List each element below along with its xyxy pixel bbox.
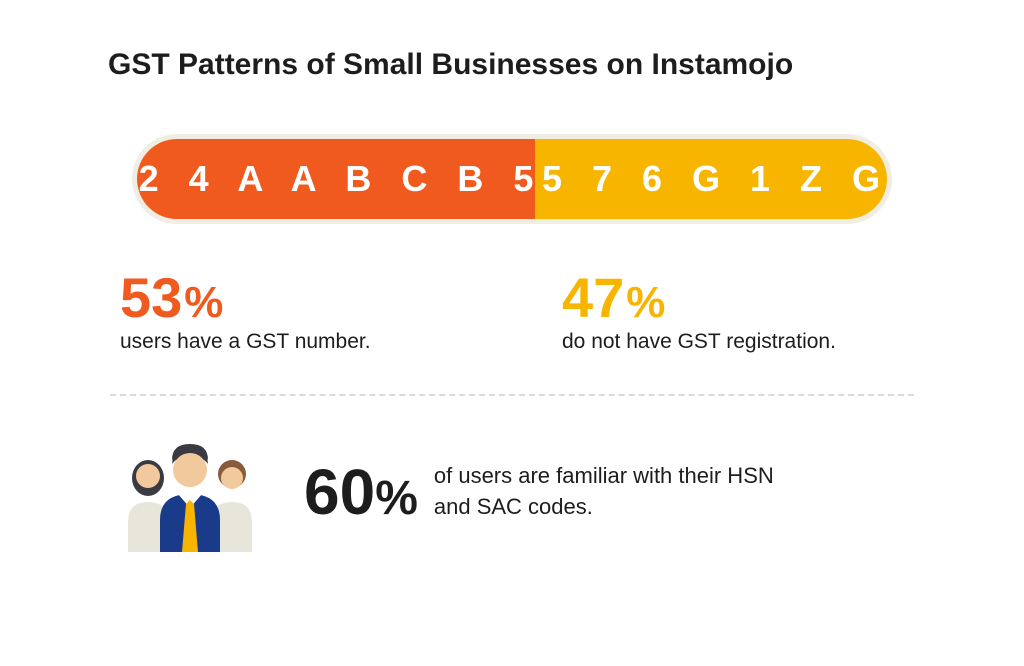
stat-left: 53% users have a GST number. [120, 270, 482, 354]
pill-right-segment: 5 7 6 G 1 Z G [535, 139, 887, 219]
pill-left-segment: 2 4 A A B C B 5 [137, 139, 535, 219]
pct-symbol: % [626, 278, 665, 327]
people-icon [120, 432, 260, 552]
divider [110, 394, 914, 396]
bottom-stat: 60% of users are familiar with their HSN… [304, 460, 774, 524]
bottom-line1: of users are familiar with their HSN [434, 463, 774, 488]
pill-left-text: 2 4 A A B C B 5 [109, 158, 564, 200]
page-title: GST Patterns of Small Businesses on Inst… [108, 48, 924, 82]
stat-right-number: 47 [562, 266, 624, 329]
stat-left-caption: users have a GST number. [120, 330, 482, 354]
stats-row: 53% users have a GST number. 47% do not … [100, 270, 924, 354]
bottom-stat-value: 60% [304, 460, 418, 524]
stat-right: 47% do not have GST registration. [562, 270, 924, 354]
stat-left-value: 53% [120, 270, 482, 326]
bottom-number: 60 [304, 456, 375, 528]
pct-symbol: % [184, 278, 223, 327]
bottom-row: 60% of users are familiar with their HSN… [100, 432, 924, 552]
bottom-caption: of users are familiar with their HSN and… [434, 461, 774, 523]
stat-right-value: 47% [562, 270, 924, 326]
gst-pill: 2 4 A A B C B 5 5 7 6 G 1 Z G [132, 134, 892, 224]
pill-right-text: 5 7 6 G 1 Z G [512, 158, 910, 200]
pct-symbol: % [375, 472, 418, 525]
stat-right-caption: do not have GST registration. [562, 330, 924, 354]
bottom-line2: and SAC codes. [434, 494, 593, 519]
stat-left-number: 53 [120, 266, 182, 329]
